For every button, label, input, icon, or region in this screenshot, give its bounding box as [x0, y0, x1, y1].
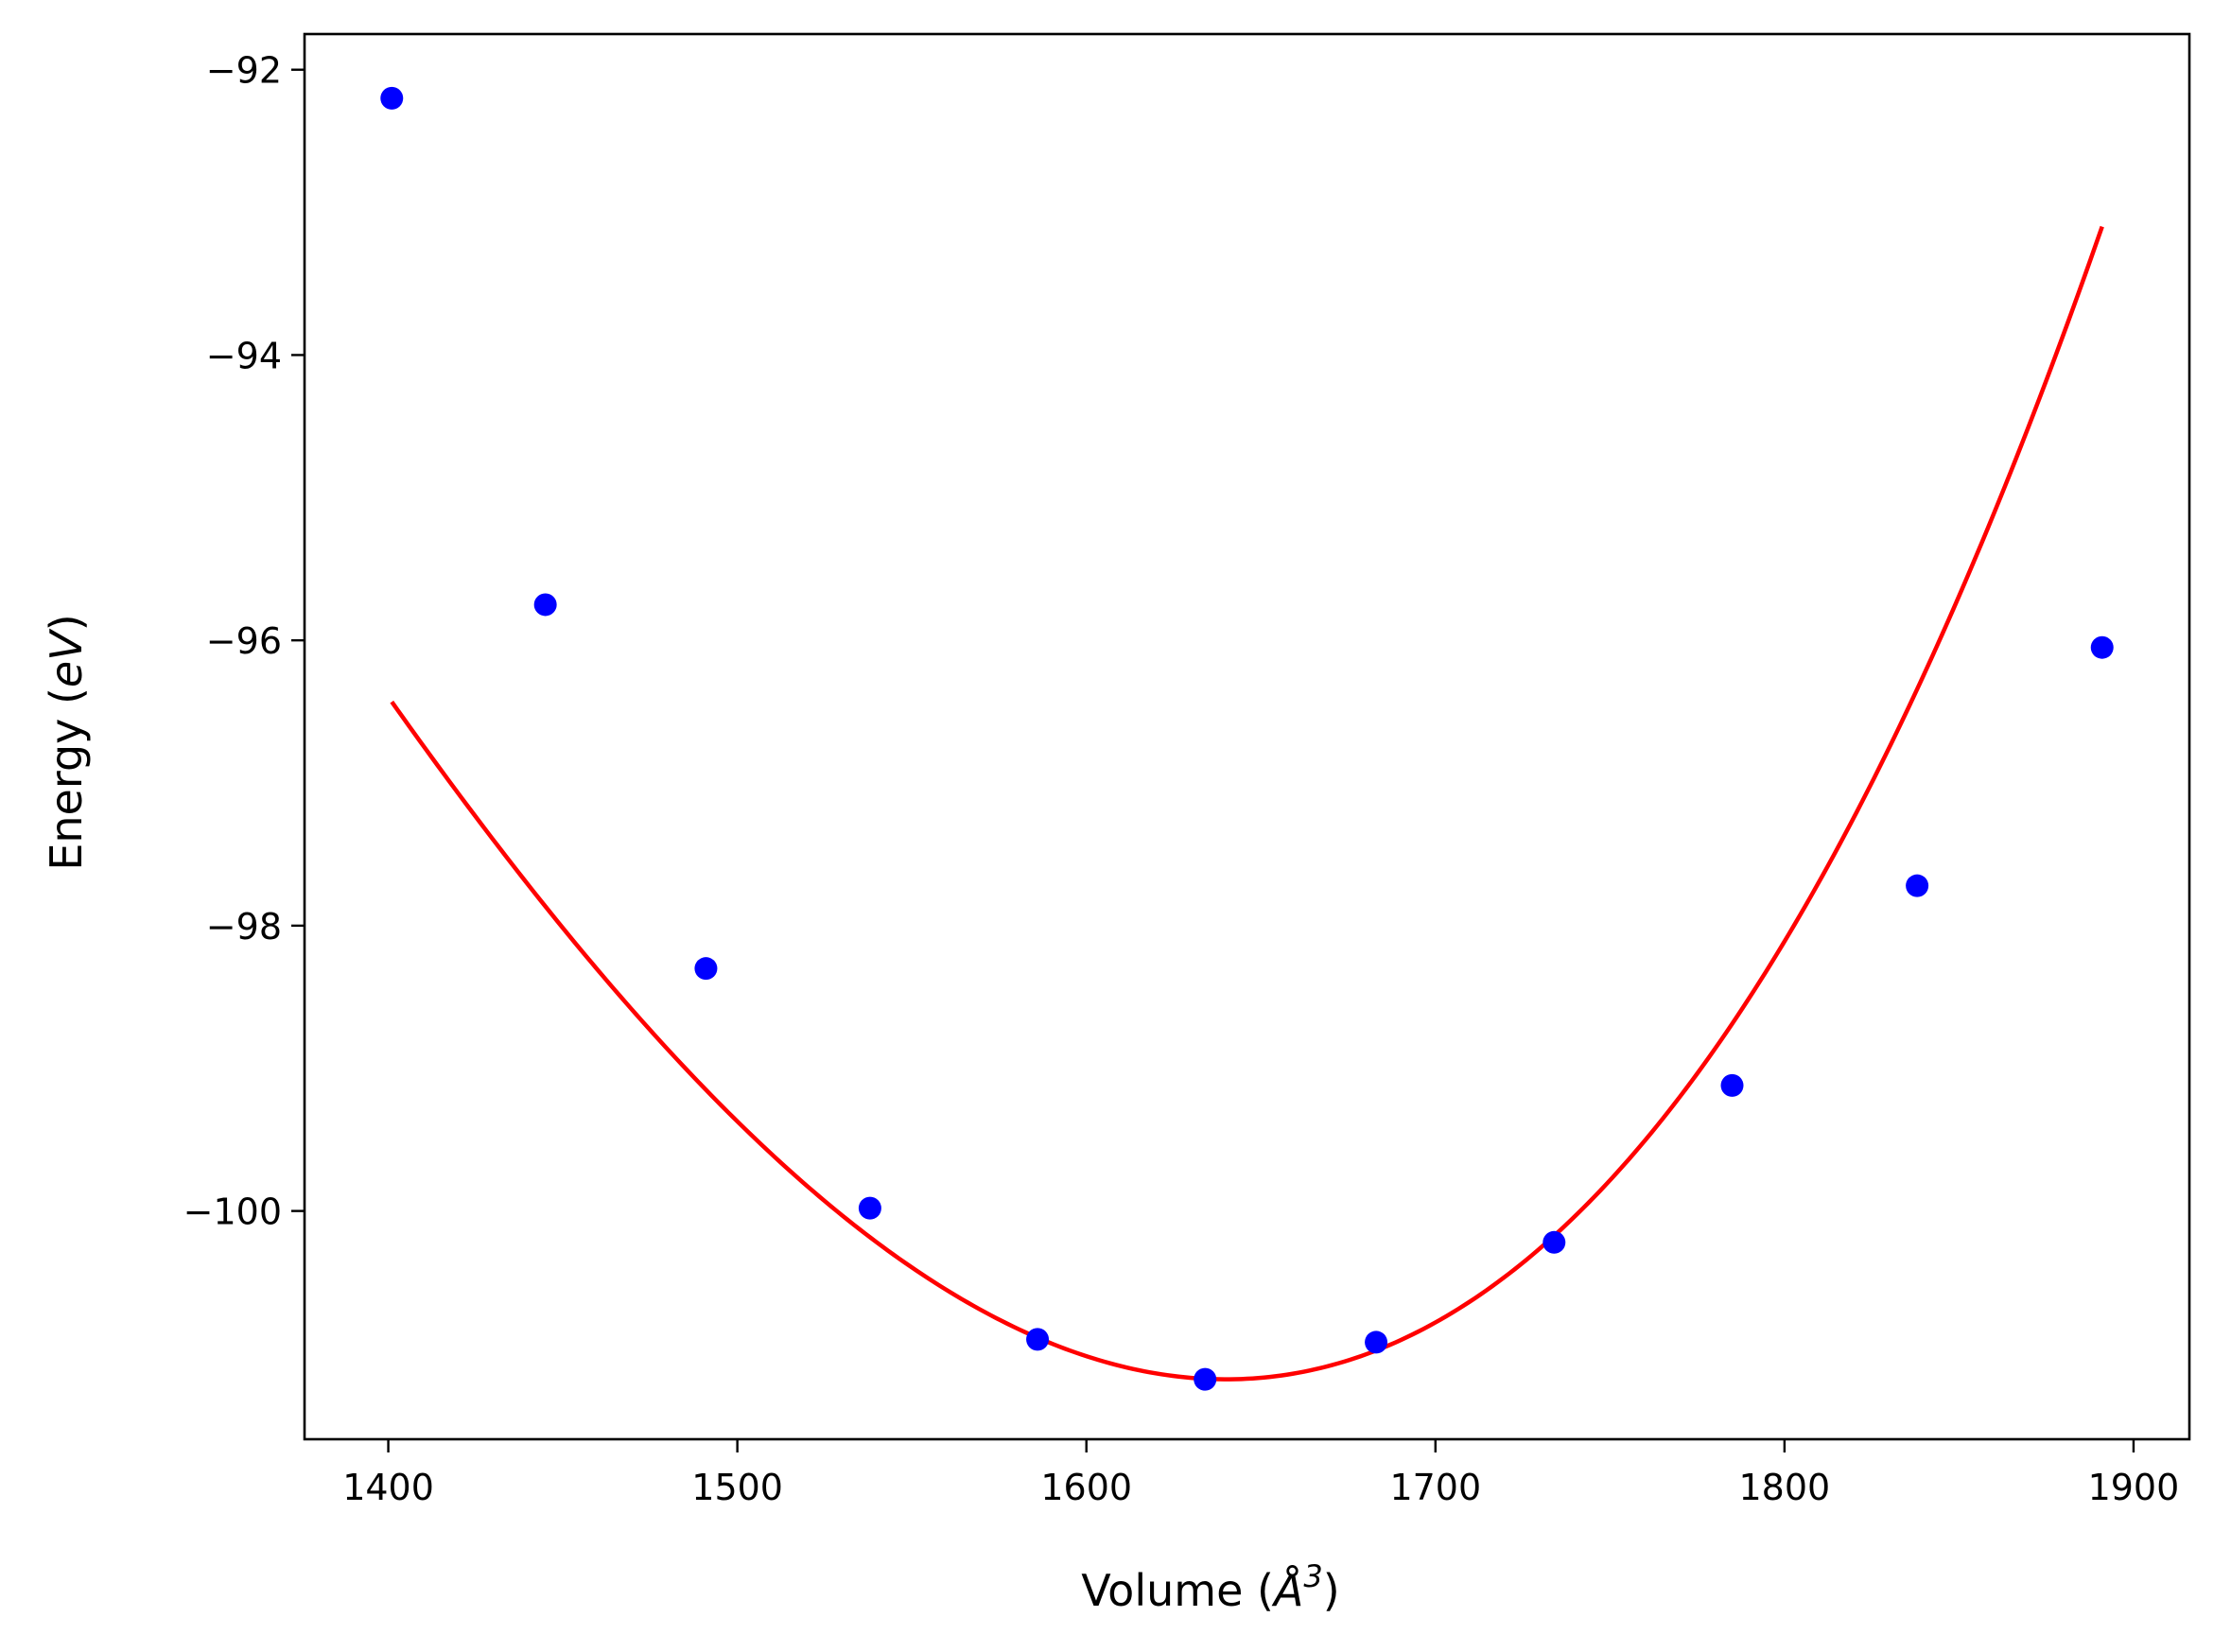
data-point: [1365, 1330, 1388, 1354]
data-point: [1720, 1073, 1744, 1097]
fit-curve: [390, 225, 2104, 1382]
y-tick-label: −100: [183, 1191, 282, 1233]
x-tick-label: 1800: [1739, 1467, 1831, 1508]
x-tick-label: 1700: [1389, 1467, 1481, 1508]
data-point: [1543, 1230, 1566, 1254]
y-tick-label: −92: [206, 50, 282, 92]
y-tick-label: −94: [206, 335, 282, 376]
y-tick-label: −96: [206, 620, 282, 662]
plot-area: [380, 86, 2114, 1391]
y-tick-label: −98: [206, 906, 282, 948]
data-point: [533, 593, 557, 617]
y-axis-label: Energy (eV): [41, 614, 92, 870]
data-point: [1194, 1367, 1217, 1391]
data-point: [694, 957, 718, 981]
x-tick-label: 1400: [342, 1467, 434, 1508]
data-point: [380, 86, 404, 110]
data-point: [2090, 635, 2114, 659]
axes-frame: [303, 32, 2191, 1441]
ticks: 1400 1500 1600 1700 1800 1900 −92 −94 −96 −98 −100: [183, 50, 2180, 1508]
data-point: [1906, 874, 1929, 897]
data-point: [1026, 1328, 1050, 1351]
x-axis-label: Volume (Å3): [1081, 1558, 1339, 1616]
x-tick-label: 1600: [1040, 1467, 1132, 1508]
x-tick-label: 1900: [2088, 1467, 2180, 1508]
x-tick-label: 1500: [691, 1467, 783, 1508]
data-point: [858, 1196, 881, 1220]
